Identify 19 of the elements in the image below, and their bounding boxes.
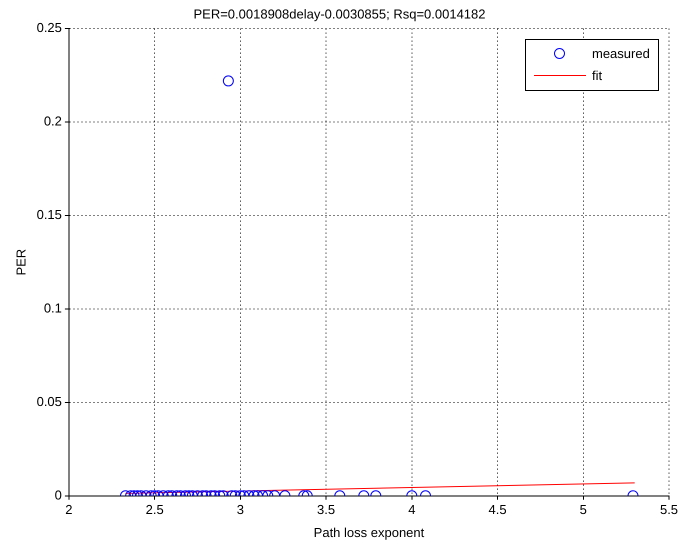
y-tick-label: 0 [54,487,62,502]
y-tick-label: 0.1 [44,300,62,316]
x-tick-label: 3.5 [317,502,336,518]
legend-label: measured [592,46,650,62]
y-tick-label: 0.2 [44,114,62,129]
chart-title: PER=0.0018908delay-0.0030855; Rsq=0.0014182 [193,6,486,22]
x-tick-label: 5 [580,502,587,518]
y-axis-title: PER [13,248,28,276]
x-tick-label: 3 [236,502,244,518]
legend-label: fit [592,68,602,84]
y-tick-label: 0.05 [36,394,62,409]
x-tick-label: 5.5 [660,502,678,518]
x-axis-title: Path loss exponent [314,524,425,540]
x-tick-label: 4.5 [488,502,507,518]
x-tick-label: 4 [408,502,416,518]
x-tick-label: 2 [65,502,73,518]
y-tick-label: 0.15 [36,207,62,222]
y-tick-label: 0.25 [36,20,62,36]
x-tick-label: 2.5 [146,502,164,518]
